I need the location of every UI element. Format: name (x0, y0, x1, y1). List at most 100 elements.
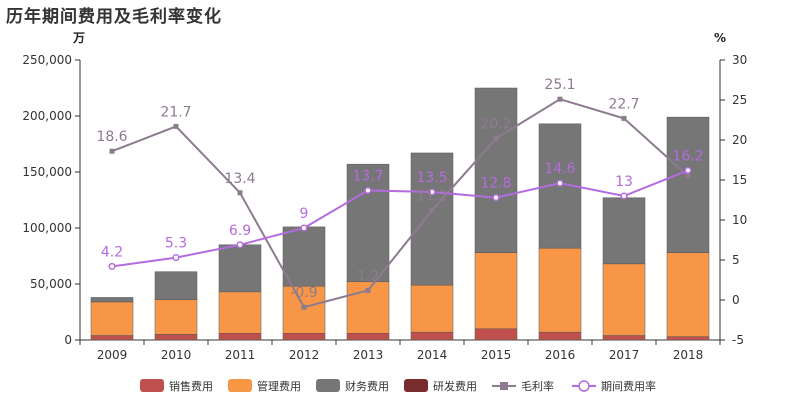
point-毛利率 (429, 207, 435, 213)
bar-财务费用 (218, 244, 262, 293)
point-毛利率 (557, 96, 563, 102)
data-label-毛利率: 13.4 (224, 171, 255, 187)
data-label-毛利率: 20.2 (480, 116, 511, 132)
data-label-毛利率: 25.1 (544, 77, 575, 93)
point-毛利率 (109, 148, 115, 154)
data-label-毛利率: 11.2 (416, 188, 447, 204)
legend-label: 研发费用 (433, 379, 477, 393)
point-期间费用率 (364, 186, 372, 194)
y-left-tick-label: 150,000 (22, 165, 72, 179)
bar-销售费用 (666, 336, 710, 341)
legend-item: 研发费用 (404, 379, 477, 393)
bar-财务费用 (602, 197, 646, 265)
point-期间费用率 (556, 179, 564, 187)
bar-财务费用 (666, 116, 710, 253)
data-label-期间费用率: 16.2 (672, 148, 703, 164)
bar-管理费用 (538, 247, 582, 333)
y-left-tick-label: 250,000 (22, 53, 72, 67)
bar-财务费用 (90, 297, 134, 303)
data-label-期间费用率: 13 (615, 174, 633, 190)
data-labels: 18.6 21.7 13.4 -0.9 1.2 11.2 20.2 25.1 22.7 4.2 5.… (96, 77, 703, 301)
legend-marker (578, 380, 590, 392)
y-right-tick-label: 15 (732, 173, 747, 187)
x-tick-label: 2012 (289, 348, 320, 362)
data-label-期间费用率: 13.7 (352, 168, 383, 184)
point-期间费用率 (172, 254, 180, 262)
bar-销售费用 (282, 333, 326, 341)
y-right-tick-label: 25 (732, 93, 747, 107)
point-期间费用率 (300, 224, 308, 232)
bar-管理费用 (90, 301, 134, 336)
x-tick-label: 2011 (225, 348, 256, 362)
y-left-tick-label: 100,000 (22, 221, 72, 235)
legend-swatch (404, 379, 428, 392)
y-right-tick-label: 0 (732, 293, 740, 307)
data-label-毛利率: 22.7 (608, 96, 639, 112)
point-期间费用率 (108, 262, 116, 270)
bar-管理费用 (474, 252, 518, 330)
legend-label: 管理费用 (257, 379, 301, 393)
data-label-毛利率: -0.9 (290, 285, 317, 301)
point-期间费用率 (620, 192, 628, 200)
bar-财务费用 (474, 87, 518, 253)
x-tick-label: 2009 (97, 348, 128, 362)
x-tick-label: 2017 (609, 348, 640, 362)
y-left-tick-label: 50,000 (30, 277, 72, 291)
line-期间费用率 (111, 169, 689, 268)
legend-label: 财务费用 (345, 379, 389, 393)
point-毛利率 (493, 135, 499, 141)
x-tick-label: 2015 (481, 348, 512, 362)
x-tick-label: 2016 (545, 348, 576, 362)
data-label-期间费用率: 13.5 (416, 170, 447, 186)
legend-item: 财务费用 (316, 379, 389, 393)
bars (90, 87, 710, 341)
lines (108, 96, 692, 310)
legend-marker (500, 382, 508, 390)
chart-title: 历年期间费用及毛利率变化 (6, 7, 222, 27)
legend-item: 管理费用 (228, 379, 301, 393)
y-left-tick-label: 0 (64, 333, 72, 347)
point-毛利率 (237, 190, 243, 196)
line-毛利率 (111, 98, 689, 309)
bar-销售费用 (154, 334, 198, 341)
data-label-毛利率: 21.7 (160, 104, 191, 120)
y-left-tick-label: 200,000 (22, 109, 72, 123)
data-label-期间费用率: 6.9 (229, 223, 251, 239)
x-tick-label: 2013 (353, 348, 384, 362)
point-期间费用率 (428, 188, 436, 196)
legend-swatch (140, 379, 164, 392)
y-left-unit: 万 (72, 31, 85, 45)
y-right-tick-label: 10 (732, 213, 747, 227)
bar-销售费用 (602, 335, 646, 341)
x-tick-label: 2018 (673, 348, 704, 362)
data-label-期间费用率: 4.2 (101, 244, 123, 260)
data-label-期间费用率: 9 (300, 206, 309, 222)
bar-销售费用 (90, 335, 134, 341)
data-label-期间费用率: 12.8 (480, 176, 511, 192)
data-label-毛利率: 18.6 (96, 129, 127, 145)
bar-销售费用 (346, 333, 390, 341)
bar-财务费用 (410, 152, 454, 286)
bar-管理费用 (666, 252, 710, 337)
point-期间费用率 (236, 241, 244, 249)
bar-管理费用 (602, 263, 646, 336)
data-label-期间费用率: 14.6 (544, 161, 575, 177)
y-right-tick-label: -5 (732, 333, 744, 347)
y-right-tick-label: 5 (732, 253, 740, 267)
legend-label: 期间费用率 (601, 379, 656, 393)
point-毛利率 (365, 287, 371, 293)
y-right-unit: % (714, 31, 726, 45)
bar-管理费用 (282, 285, 326, 334)
point-期间费用率 (492, 194, 500, 202)
y-right-tick-label: 20 (732, 133, 747, 147)
bar-财务费用 (154, 271, 198, 300)
legend-item: 期间费用率 (572, 379, 656, 393)
point-毛利率 (621, 115, 627, 121)
bar-管理费用 (154, 299, 198, 335)
point-毛利率 (685, 173, 691, 179)
legend-label: 毛利率 (521, 379, 554, 393)
legend: 销售费用 管理费用 财务费用 研发费用 毛利率 期间费用率 (140, 379, 656, 393)
legend-item: 销售费用 (140, 379, 213, 393)
bar-销售费用 (410, 331, 454, 341)
